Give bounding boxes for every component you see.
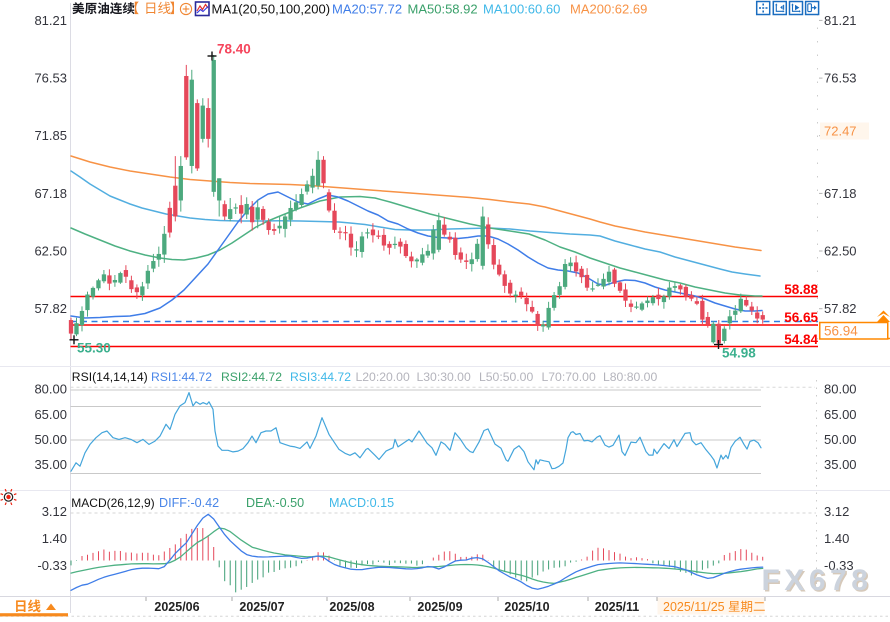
svg-text:57.82: 57.82 <box>824 301 857 316</box>
svg-text:72.47: 72.47 <box>824 124 857 139</box>
svg-text:L50:50.00: L50:50.00 <box>479 370 533 384</box>
svg-text:35.00: 35.00 <box>34 457 67 472</box>
svg-text:50.00: 50.00 <box>824 432 857 447</box>
svg-text:67.18: 67.18 <box>824 186 857 201</box>
svg-text:65.00: 65.00 <box>34 407 67 422</box>
svg-text:2025/06: 2025/06 <box>154 600 199 614</box>
svg-text:56.65: 56.65 <box>784 310 818 325</box>
svg-text:2025/09: 2025/09 <box>417 600 462 614</box>
svg-text:L80:80.00: L80:80.00 <box>603 370 657 384</box>
svg-text:2025/11/25: 2025/11/25 <box>663 600 725 614</box>
svg-text:MA200:62.69: MA200:62.69 <box>570 2 647 17</box>
svg-text:80.00: 80.00 <box>824 382 857 397</box>
svg-text:2025/11: 2025/11 <box>595 600 640 614</box>
svg-text:-0.33: -0.33 <box>824 558 854 573</box>
svg-text:54.98: 54.98 <box>722 346 756 361</box>
svg-text:2025/08: 2025/08 <box>329 600 374 614</box>
svg-text:78.40: 78.40 <box>217 42 251 57</box>
svg-text:L70:70.00: L70:70.00 <box>542 370 596 384</box>
svg-text:80.00: 80.00 <box>34 382 67 397</box>
svg-text:MA50:58.92: MA50:58.92 <box>408 2 478 17</box>
svg-text:DEA:-0.50: DEA:-0.50 <box>246 496 304 510</box>
svg-text:2025/07: 2025/07 <box>239 600 284 614</box>
svg-text:RSI(14,14,14): RSI(14,14,14) <box>72 370 148 384</box>
svg-text:62.50: 62.50 <box>824 244 857 259</box>
svg-text:RSI3:44.72: RSI3:44.72 <box>290 370 351 384</box>
svg-text:FX678: FX678 <box>762 564 873 597</box>
svg-text:MA1(20,50,100,200): MA1(20,50,100,200) <box>212 2 331 17</box>
svg-text:DIFF:-0.42: DIFF:-0.42 <box>159 496 219 510</box>
svg-text:L30:30.00: L30:30.00 <box>417 370 471 384</box>
svg-text:MACD:0.15: MACD:0.15 <box>329 496 394 510</box>
svg-text:RSI1:44.72: RSI1:44.72 <box>151 370 212 384</box>
svg-text:L20:20.00: L20:20.00 <box>356 370 410 384</box>
svg-text:35.00: 35.00 <box>824 457 857 472</box>
svg-text:-0.33: -0.33 <box>37 558 67 573</box>
svg-text:MA100:60.60: MA100:60.60 <box>483 2 560 17</box>
svg-text:1.40: 1.40 <box>824 531 849 546</box>
svg-text:3.12: 3.12 <box>824 504 849 519</box>
svg-text:56.94: 56.94 <box>824 324 858 339</box>
svg-text:81.21: 81.21 <box>34 13 67 28</box>
svg-text:RSI2:44.72: RSI2:44.72 <box>221 370 282 384</box>
svg-text:65.00: 65.00 <box>824 407 857 422</box>
svg-text:2025/10: 2025/10 <box>504 600 549 614</box>
svg-text:71.85: 71.85 <box>34 128 67 143</box>
svg-text:57.82: 57.82 <box>34 301 67 316</box>
svg-text:50.00: 50.00 <box>34 432 67 447</box>
svg-text:76.53: 76.53 <box>34 71 67 86</box>
svg-text:62.50: 62.50 <box>34 244 67 259</box>
svg-text:MA20:57.72: MA20:57.72 <box>332 2 402 17</box>
svg-text:FX678: FX678 <box>763 566 874 599</box>
svg-text:67.18: 67.18 <box>34 186 67 201</box>
svg-text:55.30: 55.30 <box>77 341 111 356</box>
svg-text:58.88: 58.88 <box>784 282 818 297</box>
svg-text:81.21: 81.21 <box>824 13 857 28</box>
svg-text:54.84: 54.84 <box>784 332 818 347</box>
svg-text:76.53: 76.53 <box>824 71 857 86</box>
svg-text:MACD(26,12,9): MACD(26,12,9) <box>71 496 154 510</box>
svg-text:1.40: 1.40 <box>42 531 67 546</box>
svg-text:3.12: 3.12 <box>42 504 67 519</box>
